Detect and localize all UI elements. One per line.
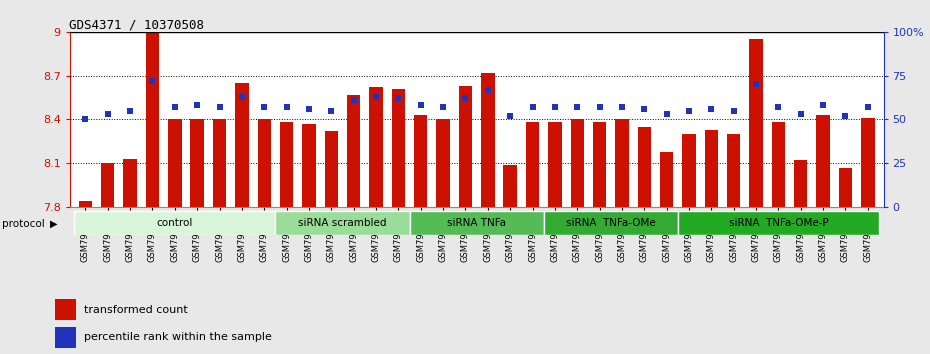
- Point: [301, 106, 316, 112]
- Bar: [817, 115, 830, 207]
- Text: siRNA  TNFa-OMe: siRNA TNFa-OMe: [565, 218, 656, 228]
- Bar: [79, 201, 92, 207]
- Text: transformed count: transformed count: [84, 304, 188, 315]
- Point: [78, 117, 93, 122]
- Point: [435, 104, 450, 110]
- Bar: [392, 89, 405, 207]
- Point: [458, 96, 472, 101]
- Point: [615, 104, 630, 110]
- Bar: [638, 127, 651, 207]
- Text: control: control: [156, 218, 193, 228]
- Bar: [369, 87, 383, 207]
- Text: siRNA  TNFa-OMe-P: siRNA TNFa-OMe-P: [728, 218, 829, 228]
- Text: protocol: protocol: [2, 219, 45, 229]
- Point: [592, 104, 607, 110]
- Bar: [55, 299, 76, 320]
- Bar: [481, 73, 495, 207]
- Bar: [503, 165, 517, 207]
- Bar: [678, 211, 879, 235]
- Bar: [727, 134, 740, 207]
- Text: ▶: ▶: [50, 219, 58, 229]
- Bar: [458, 86, 472, 207]
- Point: [257, 104, 272, 110]
- Text: GDS4371 / 10370508: GDS4371 / 10370508: [69, 18, 204, 32]
- Bar: [74, 211, 275, 235]
- Point: [346, 97, 361, 103]
- Bar: [839, 168, 852, 207]
- Text: percentile rank within the sample: percentile rank within the sample: [84, 332, 272, 342]
- Point: [771, 104, 786, 110]
- Point: [838, 113, 853, 119]
- Point: [100, 112, 115, 117]
- Bar: [548, 122, 562, 207]
- Bar: [258, 119, 271, 207]
- Point: [637, 106, 652, 112]
- Bar: [55, 326, 76, 348]
- Point: [570, 104, 585, 110]
- Point: [324, 108, 339, 114]
- Point: [413, 103, 428, 108]
- Point: [145, 78, 160, 84]
- Point: [391, 96, 405, 101]
- Bar: [660, 152, 673, 207]
- Point: [212, 104, 227, 110]
- Bar: [772, 122, 785, 207]
- Bar: [280, 122, 293, 207]
- Bar: [592, 122, 606, 207]
- Point: [368, 94, 383, 99]
- Point: [793, 112, 808, 117]
- Bar: [544, 211, 678, 235]
- Bar: [101, 163, 114, 207]
- Bar: [409, 211, 544, 235]
- Bar: [325, 131, 338, 207]
- Point: [167, 104, 182, 110]
- Point: [234, 94, 249, 99]
- Point: [704, 106, 719, 112]
- Bar: [168, 119, 181, 207]
- Bar: [124, 159, 137, 207]
- Bar: [570, 119, 584, 207]
- Bar: [414, 115, 428, 207]
- Point: [503, 113, 518, 119]
- Point: [860, 104, 875, 110]
- Point: [749, 81, 764, 87]
- Point: [659, 112, 674, 117]
- Bar: [191, 119, 204, 207]
- Point: [123, 108, 138, 114]
- Bar: [347, 95, 360, 207]
- Bar: [616, 119, 629, 207]
- Bar: [235, 83, 248, 207]
- Point: [548, 104, 563, 110]
- Bar: [436, 119, 450, 207]
- Bar: [705, 130, 718, 207]
- Bar: [146, 33, 159, 207]
- Point: [481, 87, 496, 92]
- Bar: [302, 124, 315, 207]
- Bar: [750, 39, 763, 207]
- Text: siRNA TNFa: siRNA TNFa: [447, 218, 506, 228]
- Text: siRNA scrambled: siRNA scrambled: [299, 218, 387, 228]
- Point: [525, 104, 540, 110]
- Point: [682, 108, 697, 114]
- Bar: [525, 122, 539, 207]
- Point: [726, 108, 741, 114]
- Point: [190, 103, 205, 108]
- Bar: [683, 134, 696, 207]
- Bar: [794, 160, 807, 207]
- Bar: [213, 119, 226, 207]
- Bar: [861, 118, 874, 207]
- Bar: [275, 211, 409, 235]
- Point: [816, 103, 830, 108]
- Point: [279, 104, 294, 110]
